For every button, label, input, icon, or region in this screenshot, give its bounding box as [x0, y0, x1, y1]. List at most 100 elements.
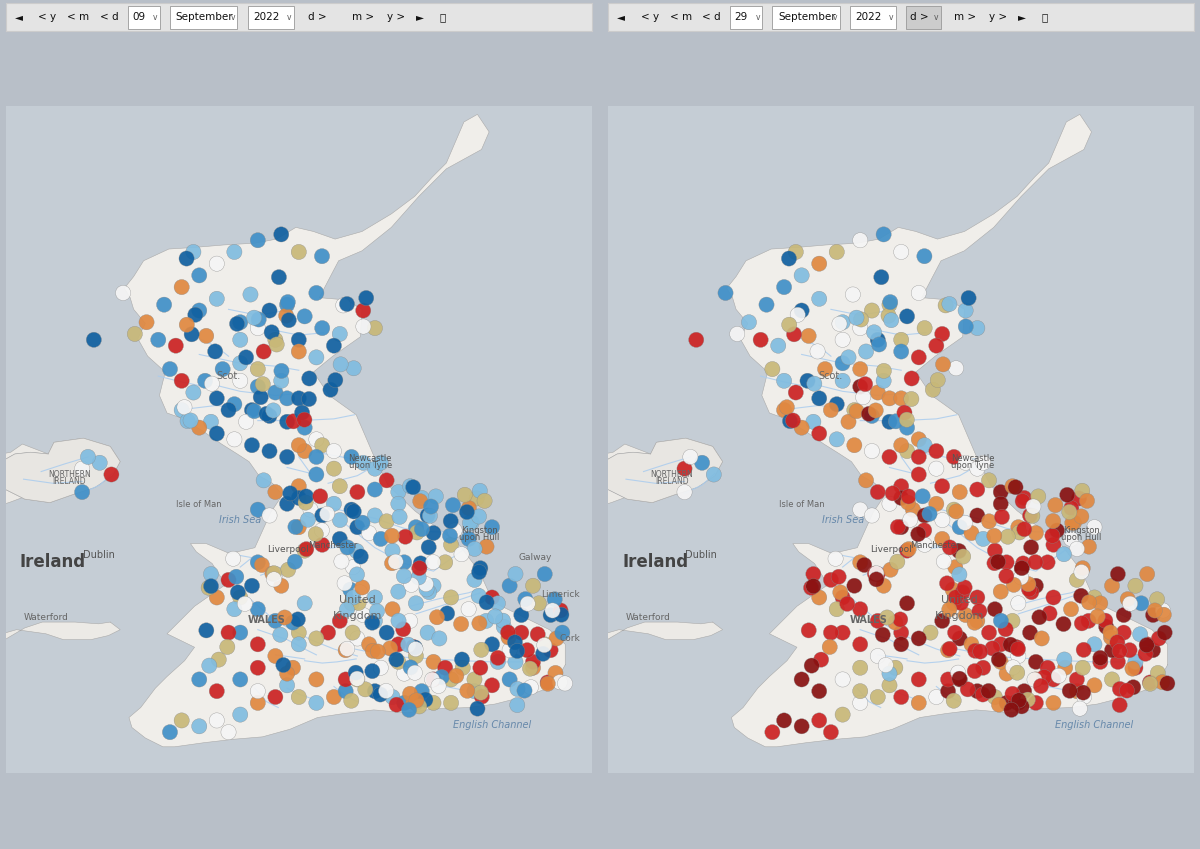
Circle shape: [900, 443, 914, 458]
Circle shape: [841, 350, 856, 365]
Circle shape: [367, 508, 383, 523]
Circle shape: [265, 402, 281, 418]
Circle shape: [1145, 643, 1160, 658]
Circle shape: [902, 512, 918, 527]
Circle shape: [349, 567, 365, 582]
Circle shape: [1156, 603, 1170, 618]
Circle shape: [298, 543, 312, 559]
Circle shape: [268, 649, 283, 664]
Circle shape: [900, 543, 914, 559]
Circle shape: [326, 443, 342, 458]
Circle shape: [542, 643, 558, 658]
Circle shape: [1156, 607, 1171, 622]
Circle shape: [491, 650, 505, 666]
Circle shape: [162, 362, 178, 377]
Text: 🗓: 🗓: [439, 12, 445, 22]
Circle shape: [292, 520, 306, 535]
Circle shape: [391, 637, 406, 652]
Circle shape: [230, 585, 246, 600]
Circle shape: [479, 539, 494, 554]
Circle shape: [346, 559, 360, 575]
Circle shape: [455, 661, 470, 675]
Text: Galway: Galway: [518, 554, 552, 562]
Circle shape: [1010, 695, 1026, 711]
Circle shape: [950, 665, 966, 680]
Circle shape: [412, 570, 426, 585]
Circle shape: [510, 682, 526, 696]
Circle shape: [1028, 695, 1044, 711]
Circle shape: [998, 554, 1014, 570]
Circle shape: [277, 610, 293, 625]
Circle shape: [1015, 556, 1031, 571]
Circle shape: [407, 640, 422, 655]
Circle shape: [365, 663, 380, 678]
Circle shape: [871, 337, 887, 352]
Circle shape: [958, 580, 972, 595]
Circle shape: [319, 506, 335, 521]
Circle shape: [1140, 637, 1154, 652]
Circle shape: [811, 713, 827, 728]
Circle shape: [764, 362, 780, 377]
Circle shape: [1024, 584, 1039, 599]
Circle shape: [323, 382, 338, 397]
Circle shape: [308, 695, 324, 711]
Circle shape: [811, 391, 827, 406]
Circle shape: [268, 385, 283, 400]
Circle shape: [227, 396, 242, 412]
Circle shape: [308, 467, 324, 482]
Circle shape: [192, 719, 206, 734]
Circle shape: [418, 692, 433, 707]
Circle shape: [346, 361, 361, 376]
Circle shape: [935, 479, 950, 494]
Circle shape: [338, 683, 353, 699]
Circle shape: [367, 613, 383, 628]
Text: Dublin: Dublin: [83, 549, 114, 559]
Circle shape: [221, 625, 236, 640]
Circle shape: [677, 485, 692, 500]
Text: NORTHERN: NORTHERN: [650, 470, 694, 479]
Circle shape: [1009, 640, 1025, 655]
Circle shape: [689, 332, 704, 347]
Circle shape: [1150, 592, 1165, 607]
Circle shape: [1014, 699, 1030, 714]
Circle shape: [292, 344, 306, 359]
Circle shape: [882, 666, 898, 681]
Circle shape: [268, 566, 283, 582]
Circle shape: [385, 689, 400, 705]
Circle shape: [948, 559, 962, 575]
Circle shape: [805, 578, 821, 593]
Text: v: v: [154, 13, 157, 22]
Circle shape: [1045, 514, 1061, 529]
Circle shape: [406, 639, 421, 655]
Circle shape: [900, 420, 914, 436]
Circle shape: [764, 724, 780, 739]
Circle shape: [221, 572, 236, 588]
Text: 🗓: 🗓: [1042, 12, 1048, 22]
Circle shape: [308, 350, 324, 365]
Circle shape: [817, 362, 833, 377]
Text: Ireland: Ireland: [19, 554, 86, 571]
Circle shape: [1110, 655, 1126, 670]
Circle shape: [835, 356, 851, 371]
Circle shape: [1103, 625, 1118, 640]
Text: Kingdom: Kingdom: [935, 611, 984, 621]
Circle shape: [443, 528, 457, 543]
Circle shape: [988, 543, 1002, 559]
Circle shape: [917, 437, 932, 453]
Circle shape: [1062, 504, 1076, 520]
Circle shape: [894, 479, 908, 494]
Text: upon Hull: upon Hull: [1061, 533, 1102, 543]
Circle shape: [286, 661, 300, 675]
Circle shape: [1063, 501, 1079, 515]
Circle shape: [1075, 560, 1091, 576]
Circle shape: [1069, 683, 1085, 699]
Circle shape: [781, 318, 797, 332]
Circle shape: [365, 644, 380, 659]
Circle shape: [266, 571, 282, 587]
Circle shape: [262, 508, 277, 523]
Circle shape: [326, 338, 342, 353]
Circle shape: [233, 332, 248, 347]
Circle shape: [776, 374, 792, 388]
Circle shape: [426, 578, 442, 593]
Circle shape: [557, 676, 572, 691]
